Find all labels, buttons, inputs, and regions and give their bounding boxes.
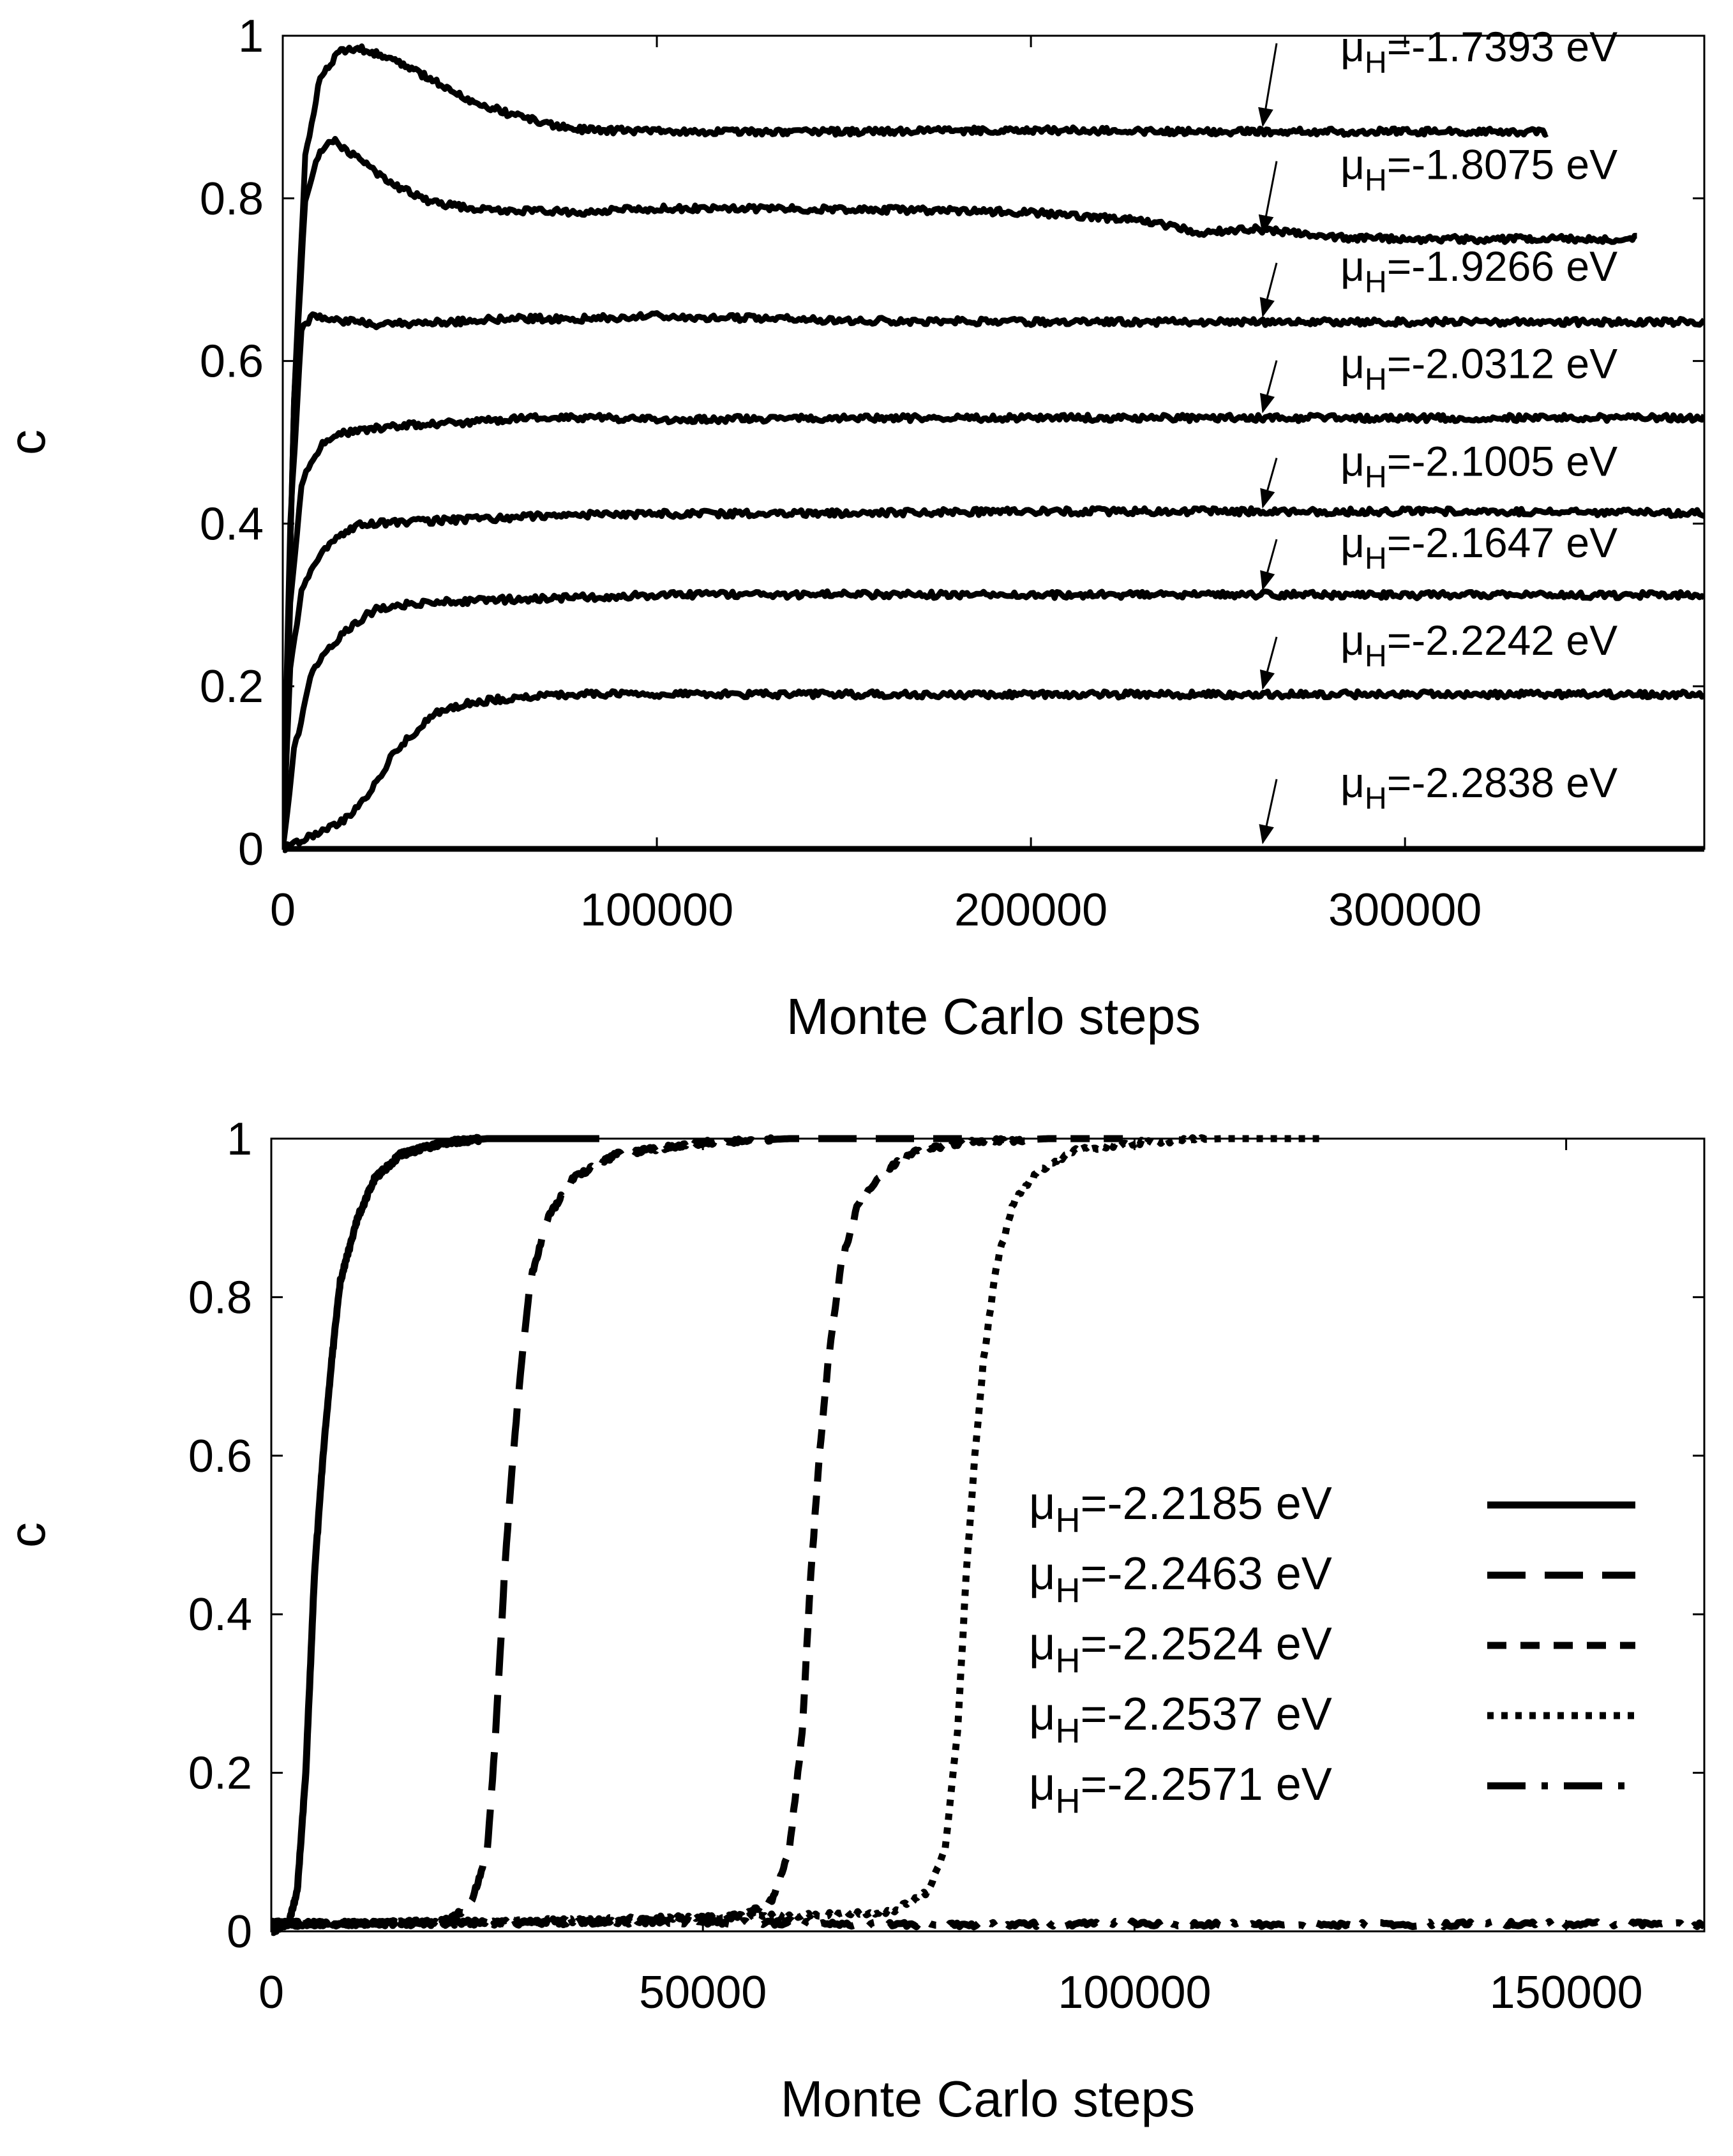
x-tick-label: 0 — [270, 885, 296, 936]
y-tick-label: 0.4 — [200, 498, 264, 550]
annotation-arrow-icon — [1259, 636, 1278, 690]
series-annotation-label: μH=-1.9266 eV — [1340, 243, 1617, 299]
x-tick-label: 200000 — [954, 885, 1107, 936]
legend-label: μH=-2.2537 eV — [1029, 1689, 1332, 1750]
y-tick-label: 0.6 — [188, 1431, 252, 1482]
x-tick-label: 150000 — [1489, 1967, 1642, 2018]
data-series-line — [283, 505, 1704, 850]
data-series-line — [283, 43, 1549, 850]
series-annotation-label: μH=-2.1005 eV — [1340, 438, 1617, 495]
y-axis-title: c — [0, 430, 56, 455]
series-annotation-label: μH=-2.2838 eV — [1340, 759, 1617, 816]
legend: μH=-2.2185 eV μH=-2.2463 eV μH=-2.2524 eV μ… — [1029, 1478, 1635, 1820]
x-tick-label: 50000 — [639, 1967, 767, 2018]
data-series-line — [283, 412, 1704, 850]
x-axis-title: Monte Carlo steps — [786, 988, 1201, 1045]
x-axis-title: Monte Carlo steps — [781, 2070, 1195, 2127]
data-series-line — [283, 688, 1704, 853]
x-tick-label: 100000 — [1058, 1967, 1211, 2018]
x-tick-label: 100000 — [580, 885, 733, 936]
series-annotation-label: μH=-1.7393 eV — [1340, 23, 1617, 80]
legend-label: μH=-2.2463 eV — [1029, 1548, 1332, 1610]
bottom-chart: 0 0.2 0.4 0.6 0.8 1 0 50000 100000 150000 Monte Ca… — [0, 1114, 1706, 2127]
bottom-chart-panel: 0 0.2 0.4 0.6 0.8 1 0 50000 100000 150000 Monte Ca… — [0, 1079, 1733, 2156]
top-chart: 0 0.2 0.4 0.6 0.8 1 0 100000 200000 300000 Monte C… — [0, 11, 1706, 1045]
plot-frame — [270, 1137, 1706, 1933]
y-tick-label: 0.8 — [188, 1272, 252, 1323]
y-tick-label: 0.2 — [200, 661, 264, 712]
data-series-line — [271, 1134, 1326, 1929]
data-series-line — [283, 136, 1638, 850]
legend-label: μH=-2.2185 eV — [1029, 1478, 1332, 1539]
data-series-line — [283, 310, 1704, 850]
annotation-arrow-icon — [1260, 458, 1278, 509]
legend-label: μH=-2.2524 eV — [1029, 1619, 1332, 1680]
data-series-line — [271, 1134, 603, 1936]
data-series-line — [283, 588, 1704, 850]
top-chart-panel: 0 0.2 0.4 0.6 0.8 1 0 100000 200000 300000 Monte C… — [0, 11, 1706, 1045]
y-tick-label: 0.4 — [188, 1589, 252, 1640]
y-tick-label: 0 — [227, 1906, 252, 1958]
series-annotation-label: μH=-2.2242 eV — [1340, 617, 1617, 673]
annotation-arrow-icon — [1259, 360, 1278, 414]
series-annotation-label: μH=-2.1647 eV — [1340, 519, 1617, 576]
annotation-arrow-icon — [1259, 779, 1278, 844]
y-tick-label: 1 — [227, 1114, 252, 1165]
annotation-arrow-icon — [1260, 539, 1278, 591]
y-axis-title: c — [0, 1522, 56, 1548]
y-tick-label: 0.8 — [200, 174, 264, 225]
y-tick-label: 0.6 — [200, 336, 264, 387]
series-annotation-label: μH=-2.0312 eV — [1340, 340, 1617, 397]
x-tick-label: 0 — [259, 1967, 284, 2018]
y-tick-label: 0.2 — [188, 1748, 252, 1799]
data-series-line — [271, 1134, 964, 1929]
annotation-arrow-icon — [1259, 262, 1278, 318]
legend-label: μH=-2.2571 eV — [1029, 1759, 1332, 1820]
y-tick-label: 1 — [238, 11, 264, 62]
series-annotation-label: μH=-1.8075 eV — [1340, 141, 1617, 198]
data-series-line — [271, 1915, 1704, 1931]
annotation-arrow-icon — [1258, 43, 1278, 128]
data-series-line — [271, 1135, 1137, 1929]
x-tick-label: 300000 — [1328, 885, 1482, 936]
annotation-arrow-icon — [1258, 161, 1278, 235]
y-tick-label: 0 — [238, 824, 264, 875]
